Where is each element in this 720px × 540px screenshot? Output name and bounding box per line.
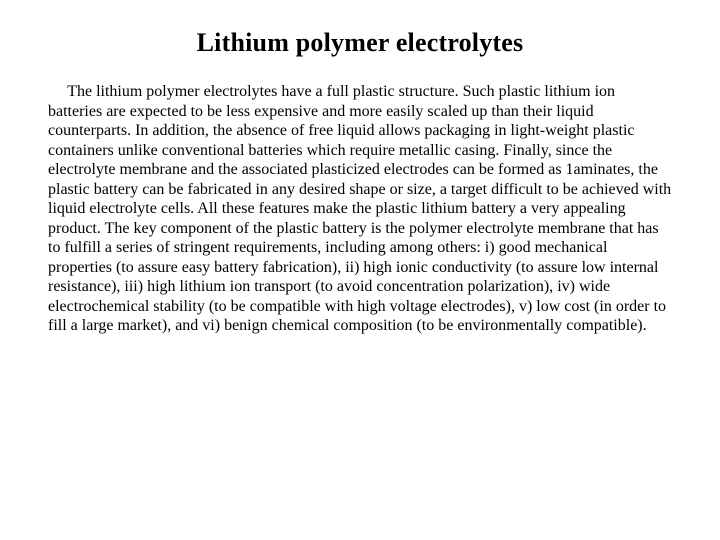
document-body: The lithium polymer electrolytes have a …	[48, 82, 672, 336]
document-title: Lithium polymer electrolytes	[48, 28, 672, 58]
document-page: Lithium polymer electrolytes The lithium…	[0, 0, 720, 540]
